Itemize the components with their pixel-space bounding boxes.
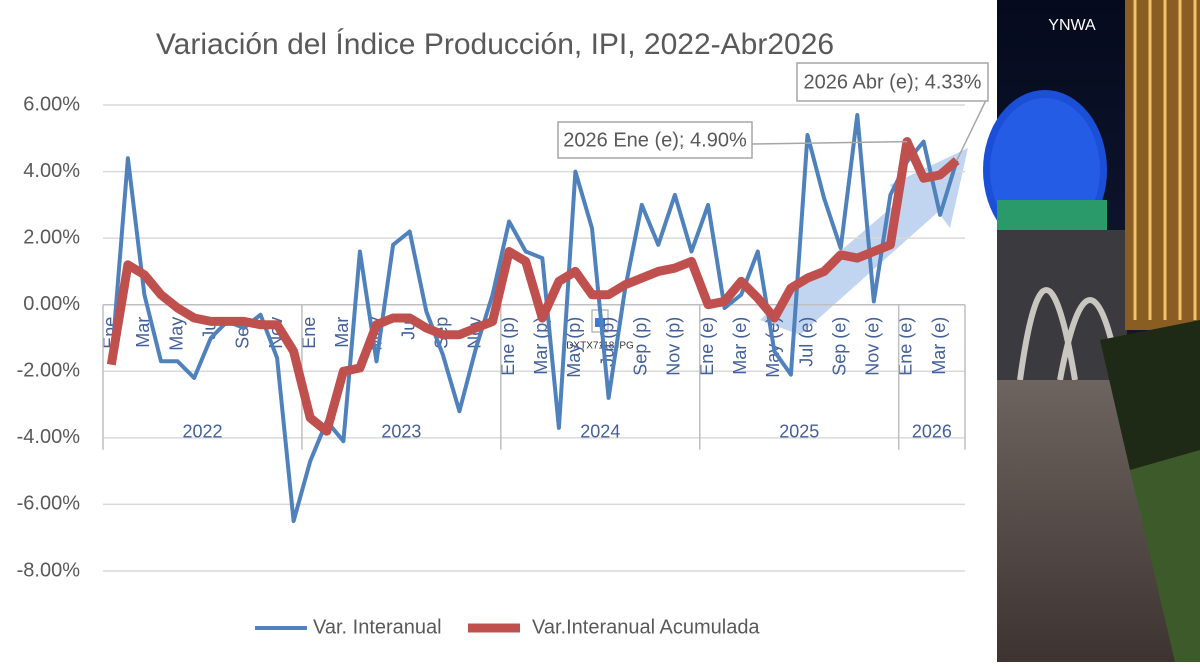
trend-arrow xyxy=(760,148,968,335)
x-tick-label: Mar (e) xyxy=(929,317,949,375)
x-tick-label: Mar xyxy=(133,317,153,348)
year-label: 2024 xyxy=(580,421,620,441)
image-placeholder: DXTX7118JPG xyxy=(566,341,634,352)
y-tick-label: 4.00% xyxy=(23,160,80,182)
x-tick-label: Ene (e) xyxy=(896,317,916,376)
y-tick-label: -4.00% xyxy=(17,426,81,448)
y-tick-label: -8.00% xyxy=(17,559,81,581)
x-tick-label: May xyxy=(166,317,186,351)
y-tick-label: -2.00% xyxy=(17,360,81,382)
photo-caption: YNWA xyxy=(1048,17,1096,34)
x-tick-label: May (p) xyxy=(564,317,584,378)
legend-label: Var.Interanual Acumulada xyxy=(532,616,760,638)
x-tick-label: Ene (p) xyxy=(498,317,518,376)
x-tick-label: Mar xyxy=(332,317,352,348)
year-label: 2025 xyxy=(779,421,819,441)
annotation: 2026 Abr (e); 4.33% xyxy=(804,71,982,93)
annotation-box xyxy=(557,121,753,159)
x-tick-label: Nov (e) xyxy=(863,317,883,376)
y-tick-label: 6.00% xyxy=(23,93,80,115)
y-tick-label: 0.00% xyxy=(23,293,80,315)
y-tick-label: -6.00% xyxy=(17,493,81,515)
year-label: 2023 xyxy=(381,421,421,441)
year-label: 2022 xyxy=(182,421,222,441)
year-label: 2026 xyxy=(912,421,952,441)
y-tick-label: 2.00% xyxy=(23,226,80,248)
x-tick-label: Mar (p) xyxy=(531,317,551,375)
x-tick-label: Sep (e) xyxy=(829,317,849,376)
annotation-leader xyxy=(956,95,989,161)
data-line xyxy=(106,137,960,436)
annotation: 2026 Ene (e); 4.90% xyxy=(563,129,747,151)
chart-title: Variación del Índice Producción, IPI, 20… xyxy=(156,28,834,61)
x-tick-label: Sep (p) xyxy=(631,317,651,376)
legend-label: Var. Interanual xyxy=(313,616,442,638)
photo xyxy=(983,0,1200,662)
x-tick-label: Ene xyxy=(299,317,319,349)
x-tick-label: Ene (e) xyxy=(697,317,717,376)
annotation-leader xyxy=(751,140,907,145)
x-tick-label: Mar (e) xyxy=(730,317,750,375)
annotation-box xyxy=(796,62,989,102)
x-tick-label: Nov (p) xyxy=(664,317,684,376)
x-tick-label: Jul (e) xyxy=(796,317,816,367)
